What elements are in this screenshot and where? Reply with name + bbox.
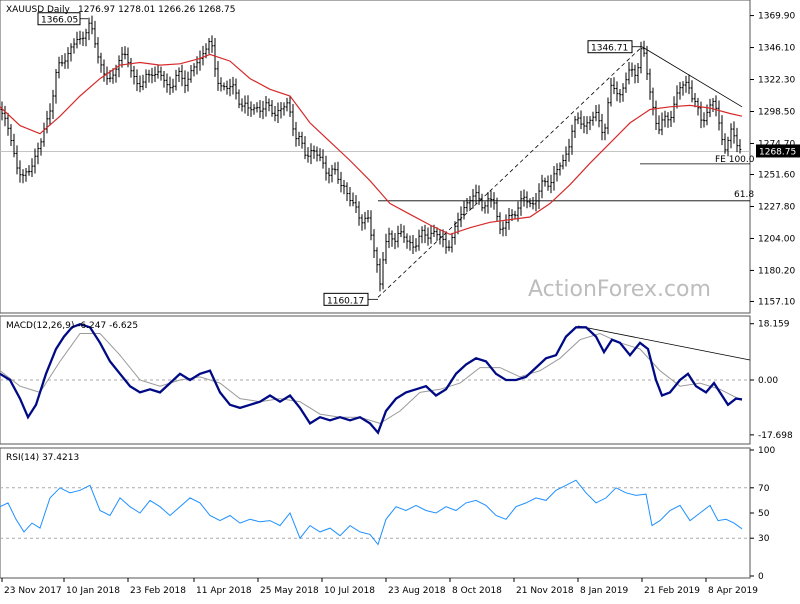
x-tick-label: 23 Nov 2017 xyxy=(4,586,62,596)
price-candles xyxy=(0,15,742,292)
rsi-y-tick-label: 100 xyxy=(758,446,775,456)
price-y-tick-label: 1251.60 xyxy=(758,171,795,181)
low-label: 1160.17 xyxy=(327,296,364,306)
x-tick-label: 23 Feb 2018 xyxy=(130,586,186,596)
price-y-tick-label: 1204.00 xyxy=(758,234,795,244)
rsi-grid xyxy=(0,487,750,539)
rsi-line xyxy=(0,479,743,546)
watermark: ActionForex.com xyxy=(528,277,711,302)
x-tick-label: 11 Apr 2018 xyxy=(196,586,252,596)
x-tick-label: 25 May 2018 xyxy=(260,586,319,596)
fe-100-label: FE 100.0 xyxy=(715,155,755,165)
rsi-title: RSI(14) 37.4213 xyxy=(6,453,79,463)
macd-title: MACD(12,26,9) -6.247 -6.625 xyxy=(6,321,138,331)
swing-high-label: 1346.71 xyxy=(591,44,628,54)
x-tick-label: 21 Feb 2019 xyxy=(644,586,700,596)
price-y-tick-label: 1180.20 xyxy=(758,266,795,276)
macd-trendline xyxy=(577,325,751,361)
x-tick-label: 8 Oct 2018 xyxy=(452,586,502,596)
price-annotations: 1366.05 1346.71 1160.17 FE 100.0 61.8 xyxy=(37,12,755,306)
price-moving-average xyxy=(0,53,743,236)
x-tick-label: 8 Apr 2019 xyxy=(708,586,758,596)
price-y-tick-label: 1322.30 xyxy=(758,76,795,86)
macd-y-tick-label: 18.159 xyxy=(758,320,790,330)
x-tick-label: 10 Jul 2018 xyxy=(324,586,375,596)
price-title: XAUUSD Daily xyxy=(6,5,70,15)
rsi-y-tick-label: 50 xyxy=(758,509,770,519)
channel-dashed-line xyxy=(377,46,643,298)
price-y-tick-label: 1157.10 xyxy=(758,297,795,307)
macd-y-tick-label: -17.698 xyxy=(758,431,793,441)
x-tick-label: 8 Jan 2019 xyxy=(580,586,628,596)
rsi-y-axis: 100 70 50 30 0 xyxy=(750,446,775,582)
macd-main-line xyxy=(0,322,743,435)
x-tick-label: 10 Jan 2018 xyxy=(66,586,120,596)
rsi-panel-frame xyxy=(0,447,751,579)
last-price-box xyxy=(756,144,800,158)
fib-61-8-label: 61.8 xyxy=(734,190,754,200)
price-down-trendline xyxy=(641,46,743,108)
x-tick-label: 23 Aug 2018 xyxy=(388,586,446,596)
price-y-axis: 1369.901346.101322.301298.501274.701251.… xyxy=(750,12,800,307)
x-tick-label: 21 Nov 2018 xyxy=(516,586,574,596)
rsi-y-tick-label: 70 xyxy=(758,484,770,494)
price-y-tick-label: 1346.10 xyxy=(758,44,795,54)
rsi-y-tick-label: 30 xyxy=(758,534,770,544)
price-y-tick-label: 1369.90 xyxy=(758,12,795,22)
price-ohlc-header: 1276.97 1278.01 1266.26 1268.75 xyxy=(78,5,235,15)
price-y-tick-label: 1298.50 xyxy=(758,107,795,117)
last-price-label: 1268.75 xyxy=(759,147,796,157)
macd-y-axis: 18.159 0.00 -17.698 xyxy=(750,320,793,441)
rsi-y-tick-label: 0 xyxy=(758,572,764,582)
high-label: 1366.05 xyxy=(41,16,78,26)
price-overlay xyxy=(0,46,750,298)
price-y-tick-label: 1227.80 xyxy=(758,202,795,212)
x-axis: 23 Nov 2017 10 Jan 2018 23 Feb 2018 11 Apr … xyxy=(1,578,758,596)
macd-y-tick-label: 0.00 xyxy=(758,376,778,386)
